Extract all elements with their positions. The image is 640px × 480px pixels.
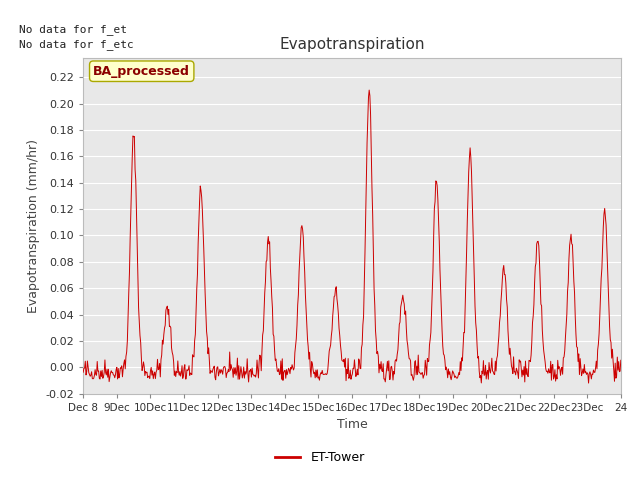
Text: No data for f_etc: No data for f_etc [19,39,133,50]
Title: Evapotranspiration: Evapotranspiration [279,37,425,52]
Text: BA_processed: BA_processed [93,65,190,78]
Legend: ET-Tower: ET-Tower [270,446,370,469]
Text: No data for f_et: No data for f_et [19,24,127,35]
Y-axis label: Evapotranspiration (mm/hr): Evapotranspiration (mm/hr) [27,139,40,312]
X-axis label: Time: Time [337,418,367,431]
